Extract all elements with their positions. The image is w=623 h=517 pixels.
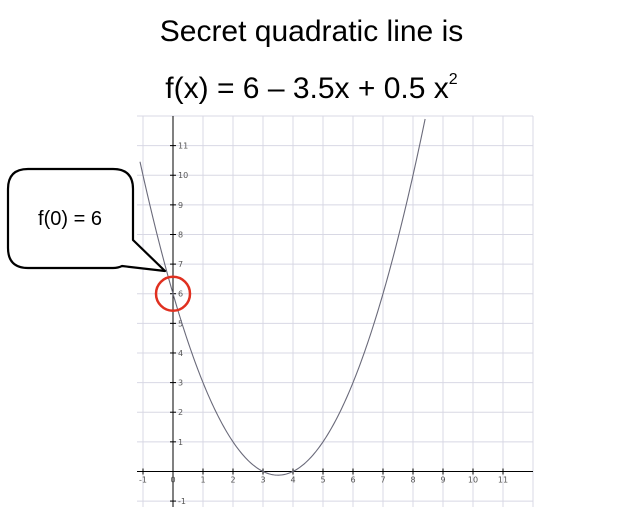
y-tick-label: 11 <box>178 142 188 151</box>
x-tick-label: 1 <box>200 475 205 484</box>
callout-bubble: f(0) = 6 <box>6 167 167 273</box>
y-tick-label: 9 <box>178 201 183 210</box>
callout-text: f(0) = 6 <box>38 208 102 230</box>
x-tick-label: 7 <box>380 475 385 484</box>
y-tick-label: -1 <box>178 497 186 506</box>
x-tick-label: 8 <box>410 475 415 484</box>
axes <box>137 116 533 507</box>
callout-shape <box>6 167 167 273</box>
x-tick-label: 10 <box>468 475 478 484</box>
function-text: f(x) = 6 – 3.5x + 0.5 x <box>165 72 449 105</box>
grid <box>137 115 534 507</box>
y-tick-label: 10 <box>178 171 188 180</box>
y-tick-label: 6 <box>178 290 183 299</box>
quadratic-curve <box>139 118 426 476</box>
x-tick-label: 4 <box>290 475 295 484</box>
ticks: -1 0 1 2 3 4 5 6 7 8 9 10 11 -1 1 2 3 4 5 6 7 8 9 10 11 <box>139 142 508 506</box>
y-tick-label: 2 <box>178 408 183 417</box>
title-line-2: f(x) = 6 – 3.5x + 0.5 x2 <box>0 62 623 107</box>
x-tick-label: 11 <box>498 475 508 484</box>
y-tick-label: 4 <box>178 349 183 358</box>
y-tick-label: 3 <box>178 379 183 388</box>
x-tick-label: 0 <box>170 475 175 484</box>
y-tick-label: 8 <box>178 230 183 239</box>
x-tick-label: -1 <box>139 475 147 484</box>
intercept-highlight-circle <box>154 275 192 312</box>
exponent-text: 2 <box>448 71 458 88</box>
x-tick-label: 2 <box>230 475 235 484</box>
x-tick-label: 3 <box>260 475 265 484</box>
y-tick-label: 5 <box>178 319 183 328</box>
title-line-1: Secret quadratic line is <box>159 15 464 48</box>
x-tick-label: 6 <box>350 475 355 484</box>
x-tick-label: 5 <box>320 475 325 484</box>
x-tick-label: 9 <box>440 475 445 484</box>
y-tick-label: 1 <box>178 438 183 447</box>
y-tick-label: 7 <box>178 260 183 269</box>
